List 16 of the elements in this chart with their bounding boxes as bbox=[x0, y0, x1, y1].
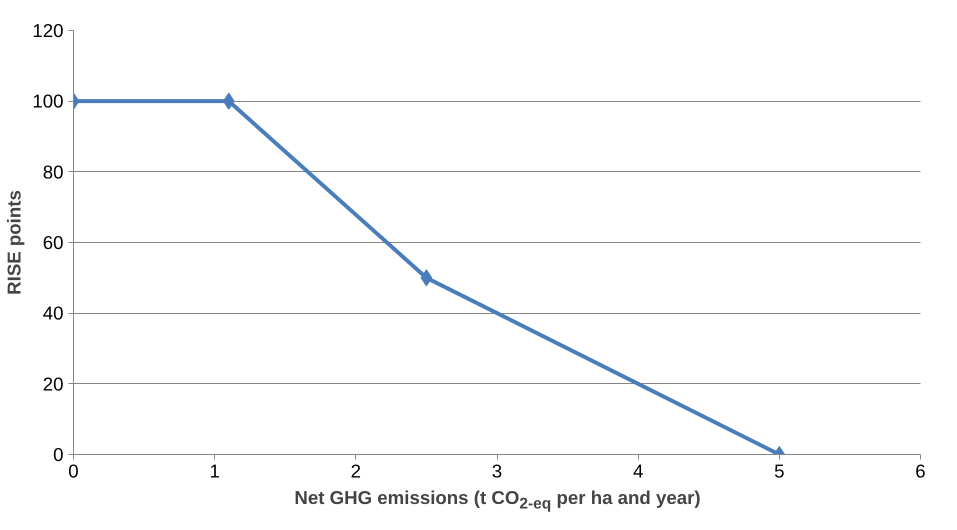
y-tick-label: 80 bbox=[42, 161, 64, 182]
x-tick-label: 5 bbox=[774, 460, 785, 482]
x-tick-label: 0 bbox=[68, 460, 79, 482]
x-tick-label: 4 bbox=[632, 460, 644, 482]
x-tick-label: 6 bbox=[915, 460, 926, 482]
x-tick-label: 3 bbox=[492, 460, 502, 482]
y-tick-label: 60 bbox=[42, 232, 64, 253]
y-tick-label: 40 bbox=[42, 302, 64, 324]
x-axis-title: Net GHG emissions (t CO$_{2-eq}$ per ha and year) bbox=[294, 486, 701, 515]
y-axis-title: RISE points bbox=[3, 190, 24, 295]
y-tick-label: 100 bbox=[32, 90, 64, 112]
y-tick-label: 0 bbox=[53, 444, 64, 465]
y-tick-label: 120 bbox=[32, 20, 64, 41]
y-tick-label: 20 bbox=[42, 373, 64, 394]
x-tick-label: 2 bbox=[350, 460, 362, 482]
x-tick-label: 1 bbox=[209, 460, 220, 482]
